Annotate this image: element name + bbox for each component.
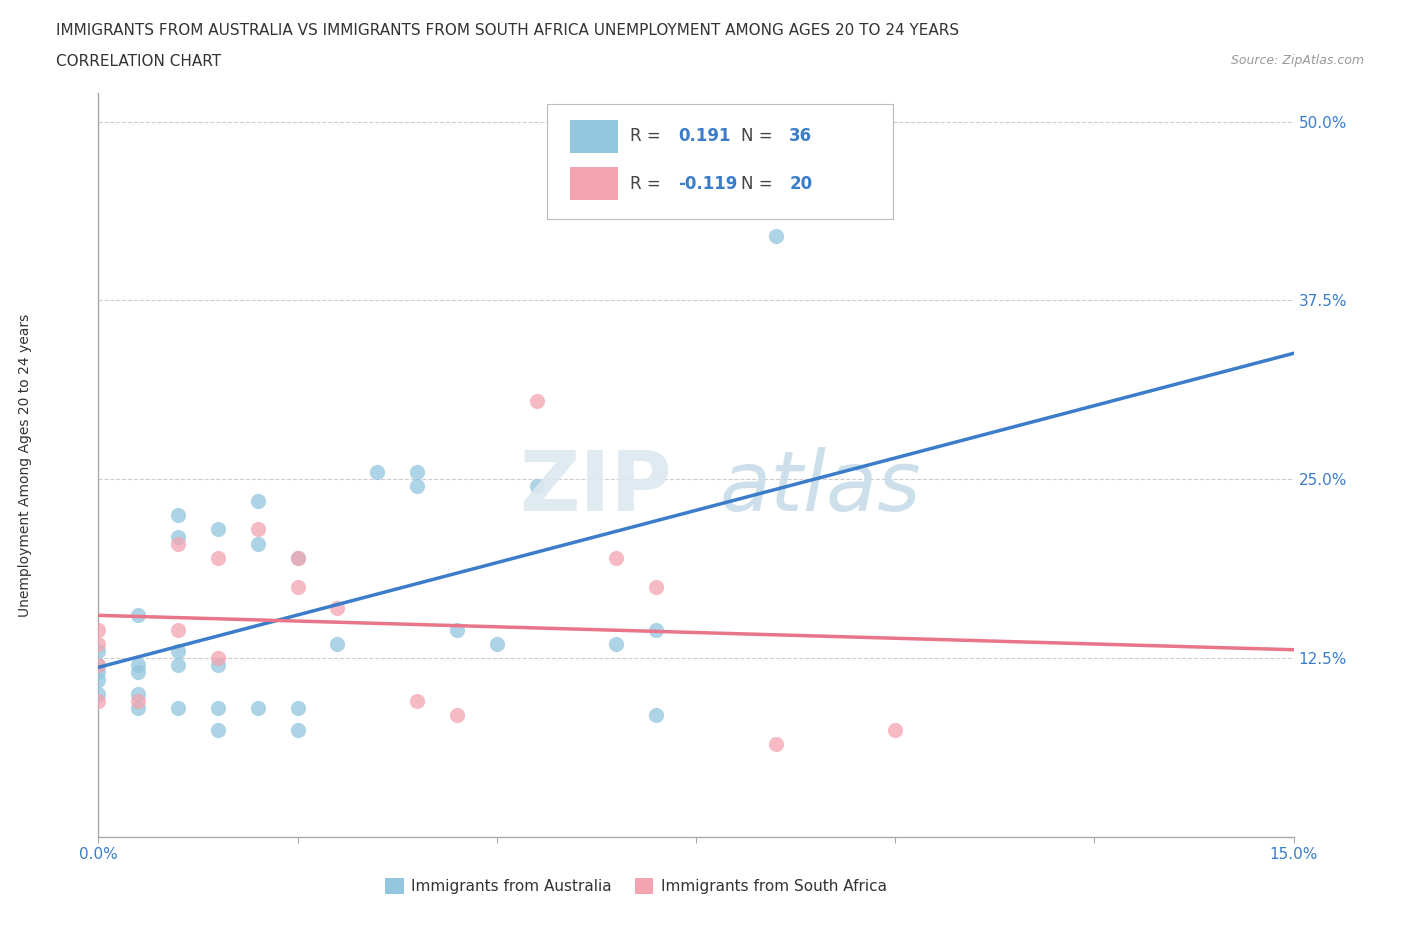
Point — [326, 601, 349, 616]
Point — [167, 644, 190, 658]
Point — [645, 579, 668, 594]
Point — [167, 622, 190, 637]
Point — [326, 636, 349, 651]
Point — [246, 522, 269, 537]
Point — [207, 701, 229, 716]
Point — [167, 658, 190, 672]
Text: IMMIGRANTS FROM AUSTRALIA VS IMMIGRANTS FROM SOUTH AFRICA UNEMPLOYMENT AMONG AGE: IMMIGRANTS FROM AUSTRALIA VS IMMIGRANTS … — [56, 23, 959, 38]
Point — [127, 686, 149, 701]
Point — [526, 393, 548, 408]
Point — [167, 701, 190, 716]
Point — [287, 701, 309, 716]
Legend: Immigrants from Australia, Immigrants from South Africa: Immigrants from Australia, Immigrants fr… — [380, 871, 893, 900]
Point — [446, 622, 468, 637]
Point — [127, 665, 149, 680]
Point — [765, 229, 787, 244]
Text: N =: N = — [741, 127, 779, 145]
Point — [605, 636, 627, 651]
Point — [87, 694, 110, 709]
Point — [406, 694, 429, 709]
Point — [406, 465, 429, 480]
Point — [287, 551, 309, 565]
Point — [127, 701, 149, 716]
Point — [207, 522, 229, 537]
Point — [765, 737, 787, 751]
Text: N =: N = — [741, 175, 779, 193]
FancyBboxPatch shape — [571, 167, 619, 200]
Point — [87, 636, 110, 651]
Text: Unemployment Among Ages 20 to 24 years: Unemployment Among Ages 20 to 24 years — [18, 313, 32, 617]
Point — [87, 672, 110, 687]
Point — [87, 622, 110, 637]
FancyBboxPatch shape — [571, 120, 619, 153]
Point — [207, 551, 229, 565]
Point — [207, 651, 229, 666]
Text: R =: R = — [630, 175, 666, 193]
Point — [366, 465, 388, 480]
Point — [127, 608, 149, 623]
Point — [645, 708, 668, 723]
Point — [446, 708, 468, 723]
Point — [87, 658, 110, 672]
Point — [167, 537, 190, 551]
Point — [207, 723, 229, 737]
Point — [485, 636, 508, 651]
Point — [287, 579, 309, 594]
Point — [207, 658, 229, 672]
Text: 20: 20 — [789, 175, 813, 193]
Point — [87, 665, 110, 680]
Text: 36: 36 — [789, 127, 813, 145]
Point — [645, 622, 668, 637]
Text: -0.119: -0.119 — [678, 175, 737, 193]
Point — [406, 479, 429, 494]
Text: R =: R = — [630, 127, 666, 145]
Text: atlas: atlas — [720, 446, 921, 528]
Point — [287, 551, 309, 565]
Point — [87, 644, 110, 658]
Text: ZIP: ZIP — [520, 446, 672, 528]
Point — [246, 701, 269, 716]
Point — [167, 529, 190, 544]
Point — [167, 508, 190, 523]
Point — [127, 694, 149, 709]
Point — [884, 723, 907, 737]
Point — [246, 537, 269, 551]
Text: 0.191: 0.191 — [678, 127, 731, 145]
Text: Source: ZipAtlas.com: Source: ZipAtlas.com — [1230, 54, 1364, 67]
Point — [87, 686, 110, 701]
Point — [246, 493, 269, 508]
Point — [605, 551, 627, 565]
Point — [87, 658, 110, 672]
FancyBboxPatch shape — [547, 104, 893, 219]
Point — [526, 479, 548, 494]
Point — [127, 658, 149, 672]
Point — [287, 723, 309, 737]
Text: CORRELATION CHART: CORRELATION CHART — [56, 54, 221, 69]
